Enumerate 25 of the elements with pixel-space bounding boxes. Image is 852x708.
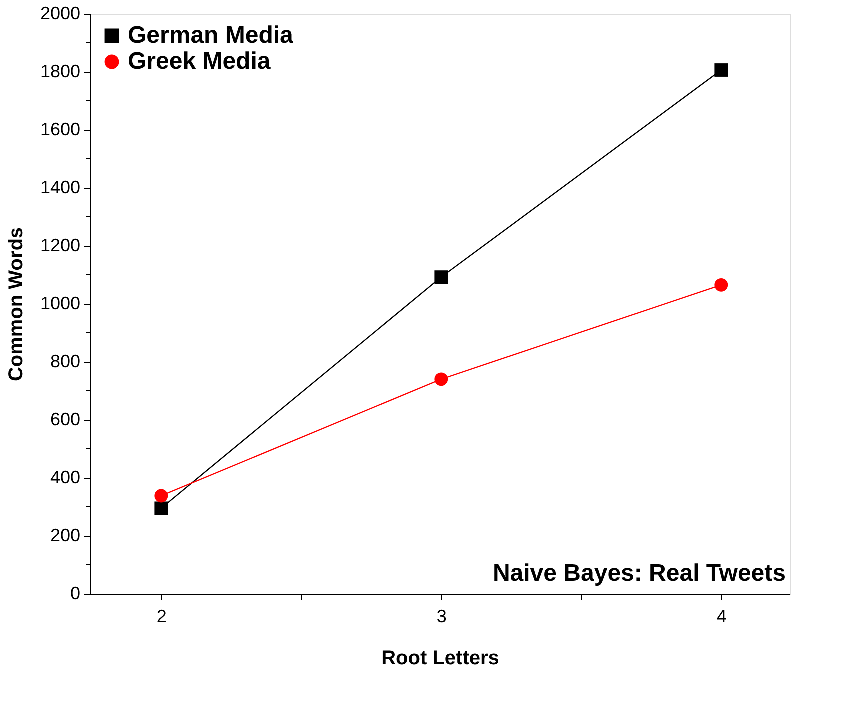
y-tick-label: 600 (50, 410, 80, 430)
y-axis-title: Common Words (5, 227, 28, 382)
y-tick-label: 1000 (40, 294, 80, 314)
point (714, 278, 728, 292)
annotation: Naive Bayes: Real Tweets (492, 560, 786, 587)
point (434, 372, 448, 386)
y-tick-label: 0 (70, 584, 80, 604)
point (154, 502, 168, 516)
x-axis-title: Root Letters (382, 648, 500, 670)
y-tick-label: 400 (50, 468, 80, 488)
y-tick-label: 1800 (40, 62, 80, 82)
y-tick-label: 1400 (40, 178, 80, 198)
legend-label: German Media (128, 22, 294, 49)
point (434, 270, 448, 284)
y-tick-label: 200 (50, 526, 80, 546)
y-tick-label: 2000 (40, 4, 80, 24)
y-tick-label: 800 (50, 352, 80, 372)
x-tick-label: 3 (436, 606, 447, 626)
y-tick-label: 1200 (40, 236, 80, 256)
point (154, 489, 168, 503)
x-tick-label: 2 (156, 606, 167, 626)
legend-label: Greek Media (128, 48, 272, 75)
y-tick-label: 1600 (40, 120, 80, 140)
x-tick-label: 4 (716, 606, 727, 626)
point (714, 64, 728, 77)
